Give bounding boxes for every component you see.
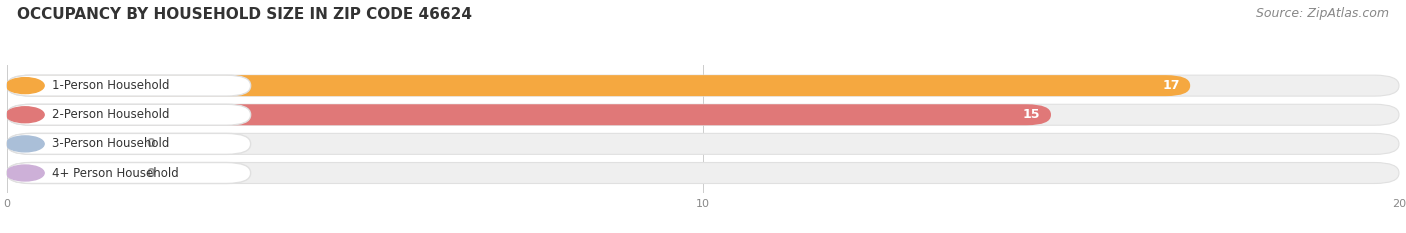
Circle shape (6, 107, 44, 123)
Text: 0: 0 (146, 137, 155, 150)
Text: Source: ZipAtlas.com: Source: ZipAtlas.com (1256, 7, 1389, 20)
Text: 3-Person Household: 3-Person Household (52, 137, 170, 150)
Text: 17: 17 (1163, 79, 1180, 92)
FancyBboxPatch shape (7, 133, 1399, 154)
Text: OCCUPANCY BY HOUSEHOLD SIZE IN ZIP CODE 46624: OCCUPANCY BY HOUSEHOLD SIZE IN ZIP CODE … (17, 7, 472, 22)
Circle shape (6, 165, 44, 181)
FancyBboxPatch shape (7, 75, 1399, 96)
Text: 1-Person Household: 1-Person Household (52, 79, 170, 92)
FancyBboxPatch shape (7, 163, 132, 184)
FancyBboxPatch shape (7, 104, 1052, 125)
FancyBboxPatch shape (7, 163, 250, 184)
FancyBboxPatch shape (7, 75, 1191, 96)
FancyBboxPatch shape (7, 75, 250, 96)
FancyBboxPatch shape (7, 104, 250, 125)
FancyBboxPatch shape (7, 133, 250, 154)
Text: 0: 0 (146, 167, 155, 179)
FancyBboxPatch shape (7, 133, 132, 154)
FancyBboxPatch shape (7, 163, 1399, 184)
Circle shape (6, 136, 44, 152)
FancyBboxPatch shape (7, 104, 1399, 125)
Circle shape (6, 78, 44, 94)
Text: 4+ Person Household: 4+ Person Household (52, 167, 179, 179)
Text: 15: 15 (1024, 108, 1040, 121)
Text: 2-Person Household: 2-Person Household (52, 108, 170, 121)
